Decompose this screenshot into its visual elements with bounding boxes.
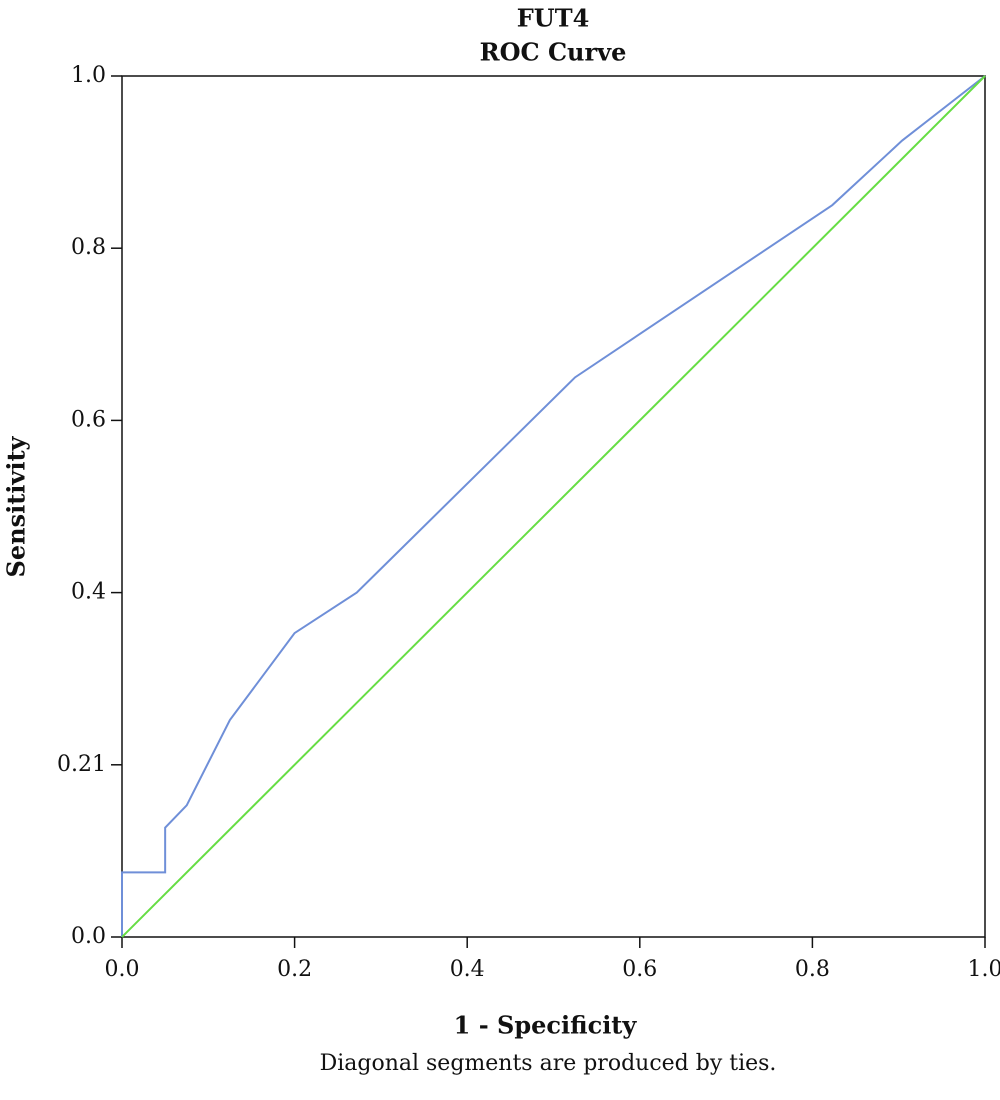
note: Diagonal segments are produced by ties. <box>320 1051 777 1076</box>
x-tick-label: 1.0 <box>968 957 1000 982</box>
x-tick-label: 0.0 <box>105 957 140 982</box>
x-tick-label: 0.2 <box>277 957 312 982</box>
chart-title: FUT4 <box>517 4 590 33</box>
x-tick-label: 0.8 <box>795 957 830 982</box>
chart-subtitle: ROC Curve <box>480 38 627 67</box>
plot-frame <box>121 75 986 938</box>
y-tick-label: 1.0 <box>71 63 106 88</box>
roc-line <box>121 75 986 938</box>
y-tick-label: 0.0 <box>71 924 106 949</box>
y-tick-label: 0.21 <box>57 752 106 777</box>
x-tick-label: 0.6 <box>622 957 657 982</box>
y-tick-label: 0.6 <box>71 407 106 432</box>
y-tick-label: 0.8 <box>71 235 106 260</box>
x-tick-label: 0.4 <box>450 957 485 982</box>
y-tick-label: 0.4 <box>71 580 106 605</box>
y-axis-label: Sensitivity <box>2 435 31 577</box>
roc-line <box>121 75 986 937</box>
x-axis-label: 1 - Specificity <box>454 1011 638 1040</box>
